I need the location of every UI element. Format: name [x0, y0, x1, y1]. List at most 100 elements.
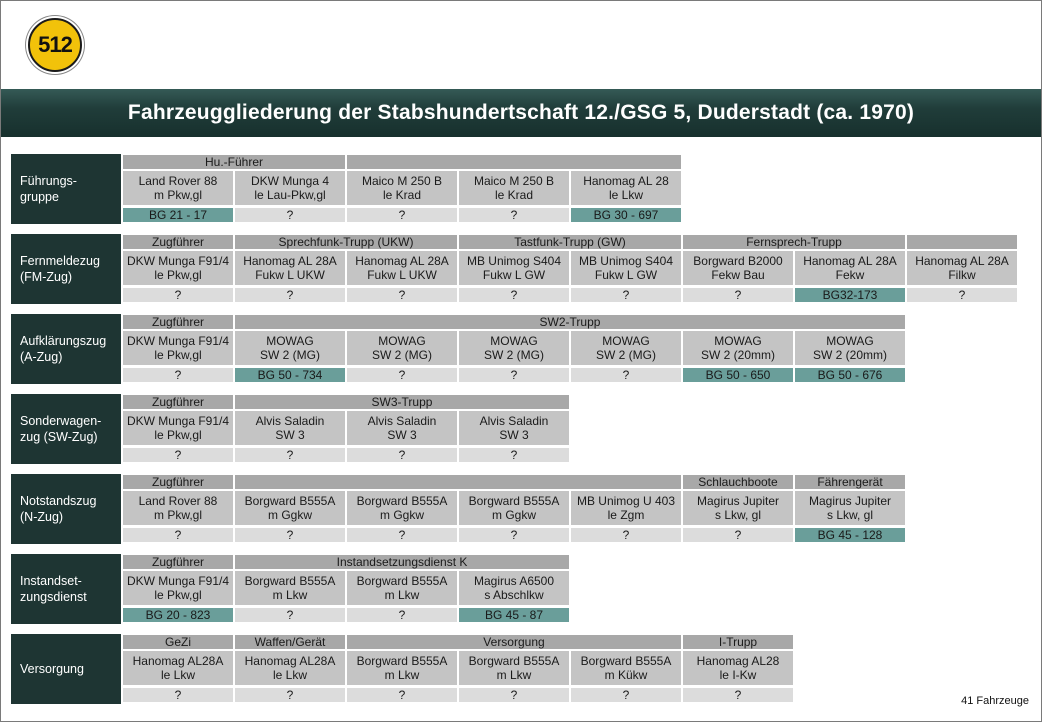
vehicle-cell: Maico M 250 B le Krad — [347, 171, 457, 205]
registration-cell: BG 21 - 17 — [123, 208, 233, 222]
registration-cell: ? — [347, 608, 457, 622]
trupp-header: Sprechfunk-Trupp (UKW) — [235, 235, 457, 249]
registration-cell: ? — [459, 528, 569, 542]
unit-number-badge: 512 — [28, 18, 82, 72]
registration-cell: ? — [123, 448, 233, 462]
registration-cell: ? — [571, 528, 681, 542]
trupp-header: SW2-Trupp — [235, 315, 905, 329]
group-label: Versorgung — [11, 634, 121, 704]
vehicle-cell: Hanomag AL 28 le Lkw — [571, 171, 681, 205]
trupp-header — [235, 475, 681, 489]
vehicle-cell: Land Rover 88 m Pkw,gl — [123, 171, 233, 205]
vehicle-cell: Hanomag AL 28A Fukw L UKW — [235, 251, 345, 285]
trupp-header: Zugführer — [123, 395, 233, 409]
vehicle-cell: Land Rover 88 m Pkw,gl — [123, 491, 233, 525]
registration-cell: ? — [459, 288, 569, 302]
vehicle-cell: Hanomag AL 28A Fukw L UKW — [347, 251, 457, 285]
badge-number: 512 — [38, 32, 73, 57]
registration-cell: BG 50 - 734 — [235, 368, 345, 382]
vehicle-cell: MB Unimog S404 Fukw L GW — [571, 251, 681, 285]
registration-cell: ? — [571, 688, 681, 702]
trupp-header: Zugführer — [123, 555, 233, 569]
registration-cell: ? — [235, 608, 345, 622]
registration-cell: ? — [907, 288, 1017, 302]
vehicle-cell: Alvis Saladin SW 3 — [459, 411, 569, 445]
registration-cell: ? — [347, 448, 457, 462]
vehicle-cell: Alvis Saladin SW 3 — [235, 411, 345, 445]
trupp-header: Fernsprech-Trupp — [683, 235, 905, 249]
registration-cell: BG 45 - 128 — [795, 528, 905, 542]
registration-cell: ? — [347, 208, 457, 222]
trupp-header: Zugführer — [123, 475, 233, 489]
trupp-header: Versorgung — [347, 635, 681, 649]
vehicle-cell: MOWAG SW 2 (MG) — [347, 331, 457, 365]
vehicle-cell: DKW Munga F91/4 le Pkw,gl — [123, 251, 233, 285]
vehicle-cell: Borgward B2000 Fekw Bau — [683, 251, 793, 285]
vehicle-cell: Maico M 250 B le Krad — [459, 171, 569, 205]
vehicle-cell: Hanomag AL28 le I-Kw — [683, 651, 793, 685]
trupp-header: Instandsetzungsdienst K — [235, 555, 569, 569]
trupp-header — [907, 235, 1017, 249]
registration-cell: ? — [347, 368, 457, 382]
page-title: Fahrzeuggliederung der Stabshundertschaf… — [127, 101, 915, 124]
vehicle-cell: DKW Munga F91/4 le Pkw,gl — [123, 331, 233, 365]
vehicle-cell: Borgward B555A m Lkw — [235, 571, 345, 605]
registration-cell: BG 30 - 697 — [571, 208, 681, 222]
vehicle-cell: Alvis Saladin SW 3 — [347, 411, 457, 445]
vehicle-cell: Magirus A6500 s Abschlkw — [459, 571, 569, 605]
group-label: Fernmeldezug (FM-Zug) — [11, 234, 121, 304]
registration-cell: ? — [459, 448, 569, 462]
registration-cell: ? — [347, 528, 457, 542]
vehicle-cell: DKW Munga 4 le Lau-Pkw,gl — [235, 171, 345, 205]
registration-cell: ? — [459, 208, 569, 222]
registration-cell: ? — [459, 688, 569, 702]
vehicle-cell: DKW Munga F91/4 le Pkw,gl — [123, 411, 233, 445]
vehicle-cell: MB Unimog S404 Fukw L GW — [459, 251, 569, 285]
vehicle-cell: MOWAG SW 2 (20mm) — [795, 331, 905, 365]
trupp-header: Fährengerät — [795, 475, 905, 489]
trupp-header: Zugführer — [123, 315, 233, 329]
vehicle-cell: Borgward B555A m Lkw — [347, 651, 457, 685]
registration-cell: BG 50 - 676 — [795, 368, 905, 382]
trupp-header: GeZi — [123, 635, 233, 649]
vehicle-cell: Magirus Jupiter s Lkw, gl — [683, 491, 793, 525]
vehicle-cell: Hanomag AL28A le Lkw — [235, 651, 345, 685]
registration-cell: ? — [235, 208, 345, 222]
registration-cell: ? — [683, 528, 793, 542]
vehicle-cell: MOWAG SW 2 (MG) — [459, 331, 569, 365]
trupp-header: Schlauchboote — [683, 475, 793, 489]
vehicle-cell: Borgward B555A m Ggkw — [235, 491, 345, 525]
registration-cell: BG 50 - 650 — [683, 368, 793, 382]
group-label: Führungs- gruppe — [11, 154, 121, 224]
vehicle-cell: MOWAG SW 2 (20mm) — [683, 331, 793, 365]
registration-cell: ? — [235, 688, 345, 702]
trupp-header: Zugführer — [123, 235, 233, 249]
registration-cell: ? — [571, 288, 681, 302]
vehicle-cell: Borgward B555A m Kükw — [571, 651, 681, 685]
registration-cell: ? — [571, 368, 681, 382]
group-label: Instandset- zungsdienst — [11, 554, 121, 624]
registration-cell: ? — [123, 688, 233, 702]
registration-cell: ? — [235, 448, 345, 462]
registration-cell: BG 20 - 823 — [123, 608, 233, 622]
vehicle-cell: MOWAG SW 2 (MG) — [571, 331, 681, 365]
registration-cell: ? — [123, 288, 233, 302]
registration-cell: ? — [235, 528, 345, 542]
registration-cell: BG32-173 — [795, 288, 905, 302]
vehicle-cell: Borgward B555A m Lkw — [347, 571, 457, 605]
vehicle-count: 41 Fahrzeuge — [961, 695, 1029, 707]
vehicle-cell: MOWAG SW 2 (MG) — [235, 331, 345, 365]
trupp-header — [347, 155, 681, 169]
registration-cell: BG 45 - 87 — [459, 608, 569, 622]
group-label: Notstandszug (N-Zug) — [11, 474, 121, 544]
trupp-header: Waffen/Gerät — [235, 635, 345, 649]
trupp-header: Tastfunk-Trupp (GW) — [459, 235, 681, 249]
trupp-header: Hu.-Führer — [123, 155, 345, 169]
registration-cell: ? — [123, 368, 233, 382]
vehicle-cell: Hanomag AL 28A Filkw — [907, 251, 1017, 285]
vehicle-cell: DKW Munga F91/4 le Pkw,gl — [123, 571, 233, 605]
trupp-header: SW3-Trupp — [235, 395, 569, 409]
title-banner: Fahrzeuggliederung der Stabshundertschaf… — [1, 89, 1041, 137]
vehicle-cell: Hanomag AL28A le Lkw — [123, 651, 233, 685]
